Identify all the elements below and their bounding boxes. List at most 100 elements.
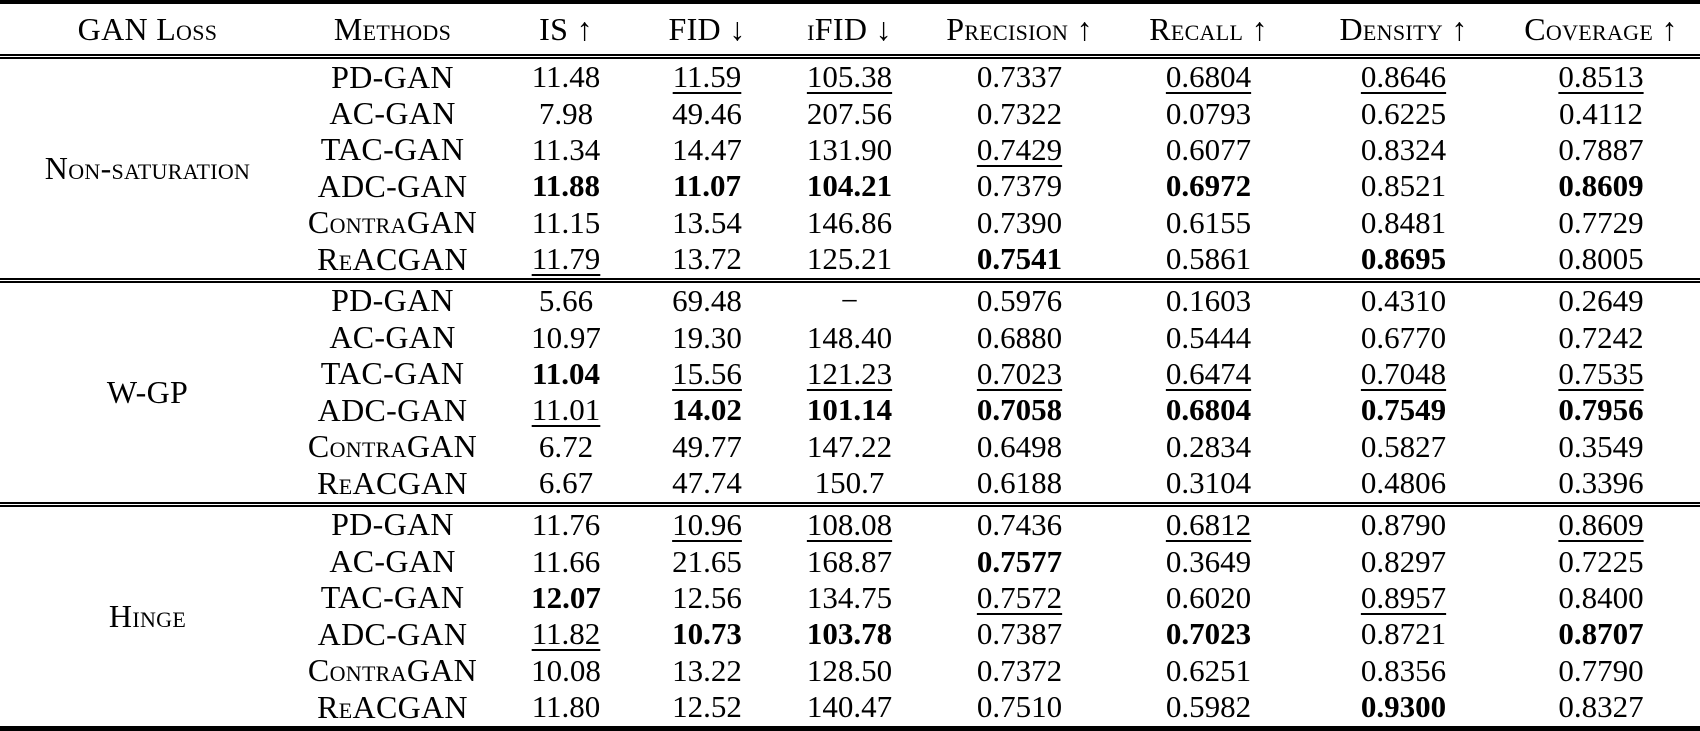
header-precision: Precision ↑ (927, 2, 1112, 59)
value-cell: 0.7577 (976, 543, 1063, 579)
table-header: GAN Loss Methods IS ↑ FID ↓ iFID ↓ Preci… (0, 2, 1700, 59)
value-cell: 0.8721 (1360, 616, 1447, 652)
value-cell: 150.7 (772, 465, 927, 507)
header-density: Density ↑ (1305, 2, 1502, 59)
method-name: ReACGAN (295, 241, 490, 283)
value-cell: 104.21 (806, 168, 893, 204)
value-cell: 11.76 (531, 506, 601, 542)
value-cell: 14.02 (672, 392, 742, 428)
value-cell: 0.8790 (1360, 506, 1447, 542)
table-row: ReACGAN 11.79 13.72 125.21 0.7541 0.5861 0.869… (0, 241, 1700, 283)
value-cell: 0.5827 (1360, 428, 1447, 464)
value-cell: 12.52 (672, 689, 742, 725)
value-cell: 12.56 (672, 579, 742, 615)
table-row: TAC-GAN 11.34 14.47 131.90 0.7429 0.6077 0.832… (0, 132, 1700, 168)
value-cell: 0.5861 (1112, 241, 1305, 283)
header-gan-loss: GAN Loss (0, 2, 295, 59)
value-cell: 105.38 (806, 59, 893, 95)
value-cell: 21.65 (672, 543, 742, 579)
value-cell: 0.6498 (976, 428, 1063, 464)
value-cell: 11.80 (531, 689, 601, 725)
value-cell: 11.07 (672, 168, 742, 204)
value-cell: 0.6804 (1165, 392, 1252, 428)
value-cell: 0.8707 (1558, 616, 1644, 652)
value-cell: 0.7337 (976, 59, 1063, 95)
value-cell: 0.7535 (1558, 355, 1644, 391)
header-coverage: Coverage ↑ (1502, 2, 1700, 59)
value-cell: 0.7436 (976, 506, 1063, 542)
value-cell: 0.7541 (927, 241, 1112, 283)
method-name: PD-GAN (331, 282, 454, 319)
value-cell: 10.97 (531, 319, 601, 355)
value-cell: 0.7379 (976, 168, 1063, 204)
value-cell: 0.6251 (1165, 652, 1252, 688)
value-cell: 49.77 (672, 428, 742, 464)
value-cell: 0.7322 (976, 95, 1063, 131)
header-ifid: iFID ↓ (772, 2, 927, 59)
value-cell: 0.7429 (976, 132, 1063, 167)
value-cell: 0.3396 (1502, 465, 1700, 507)
method-name: ReACGAN (295, 465, 490, 507)
method-name: AC-GAN (329, 542, 456, 579)
method-name: TAC-GAN (320, 355, 465, 392)
value-cell: 0.6155 (1165, 204, 1252, 240)
value-cell: 0.2649 (1558, 283, 1644, 319)
value-cell: 0.7225 (1558, 543, 1644, 579)
method-name: ContraGAN (307, 428, 478, 465)
value-cell: 11.34 (531, 132, 601, 167)
value-cell: 10.73 (672, 616, 742, 652)
value-cell: 0.7023 (976, 355, 1063, 391)
value-cell: 148.40 (806, 319, 893, 355)
value-cell: 6.67 (490, 465, 642, 507)
table-row: ReACGAN 6.67 47.74 150.7 0.6188 0.3104 0.4806 0… (0, 465, 1700, 507)
method-name: AC-GAN (329, 95, 456, 132)
table-row: ADC-GAN 11.88 11.07 104.21 0.7379 0.6972 0.852… (0, 168, 1700, 204)
method-name: ADC-GAN (317, 391, 468, 428)
table-row: ContraGAN 11.15 13.54 146.86 0.7390 0.6155 0.8… (0, 205, 1700, 241)
value-cell: 7.98 (538, 95, 594, 131)
value-cell: 0.6474 (1165, 355, 1252, 391)
table-row: ContraGAN 6.72 49.77 147.22 0.6498 0.2834 0.58… (0, 429, 1700, 465)
value-cell: 0.7510 (976, 689, 1063, 725)
header-methods: Methods (295, 2, 490, 59)
value-cell: 103.78 (806, 616, 893, 652)
header-is: IS ↑ (490, 2, 642, 59)
value-cell: 0.7372 (976, 652, 1063, 688)
table-row: ADC-GAN 11.01 14.02 101.14 0.7058 0.6804 0.754… (0, 392, 1700, 428)
header-row: GAN Loss Methods IS ↑ FID ↓ iFID ↓ Preci… (0, 2, 1700, 59)
value-cell: 0.7956 (1558, 392, 1644, 428)
value-cell: 5.66 (538, 283, 594, 319)
value-cell: 0.6812 (1165, 506, 1252, 542)
value-cell: 0.6225 (1360, 95, 1447, 131)
value-cell: 0.6188 (927, 465, 1112, 507)
value-cell: 14.47 (672, 132, 742, 167)
value-cell: 0.7048 (1360, 355, 1447, 391)
value-cell: 0.7387 (976, 616, 1063, 652)
value-cell: − (840, 283, 859, 319)
value-cell: 0.8695 (1305, 241, 1502, 283)
value-cell: 11.82 (531, 616, 601, 652)
value-cell: 147.22 (806, 428, 893, 464)
table-row: W-GP PD-GAN 5.66 69.48−0.5976 0.1603 0.4310 0.… (0, 280, 1700, 507)
value-cell: 134.75 (806, 579, 893, 615)
value-cell: 0.7390 (976, 204, 1063, 240)
value-cell: 13.54 (672, 204, 742, 240)
value-cell: 0.6972 (1165, 168, 1252, 204)
table-row: ContraGAN 10.08 13.22 128.50 0.7372 0.6251 0.8… (0, 653, 1700, 689)
value-cell: 121.23 (806, 355, 893, 391)
value-cell: 0.7058 (976, 392, 1063, 428)
table-row: TAC-GAN 11.04 15.56 121.23 0.7023 0.6474 0.704… (0, 356, 1700, 392)
method-name: ReACGAN (317, 688, 468, 725)
value-cell: 0.5976 (976, 283, 1063, 319)
table-row: AC-GAN 10.97 19.30 148.40 0.6880 0.5444 0.6770… (0, 320, 1700, 356)
value-cell: 128.50 (806, 652, 893, 688)
value-cell: 207.56 (806, 95, 893, 131)
value-cell: 11.48 (531, 59, 601, 95)
value-cell: 0.8521 (1360, 168, 1447, 204)
value-cell: 10.08 (531, 652, 601, 688)
value-cell: 11.79 (490, 241, 642, 283)
table-row: AC-GAN 11.66 21.65 168.87 0.7577 0.3649 0.8297… (0, 544, 1700, 580)
table-row: AC-GAN 7.98 49.46 207.56 0.7322 0.0793 0.6225 0… (0, 96, 1700, 132)
value-cell: 0.7023 (1165, 616, 1252, 652)
